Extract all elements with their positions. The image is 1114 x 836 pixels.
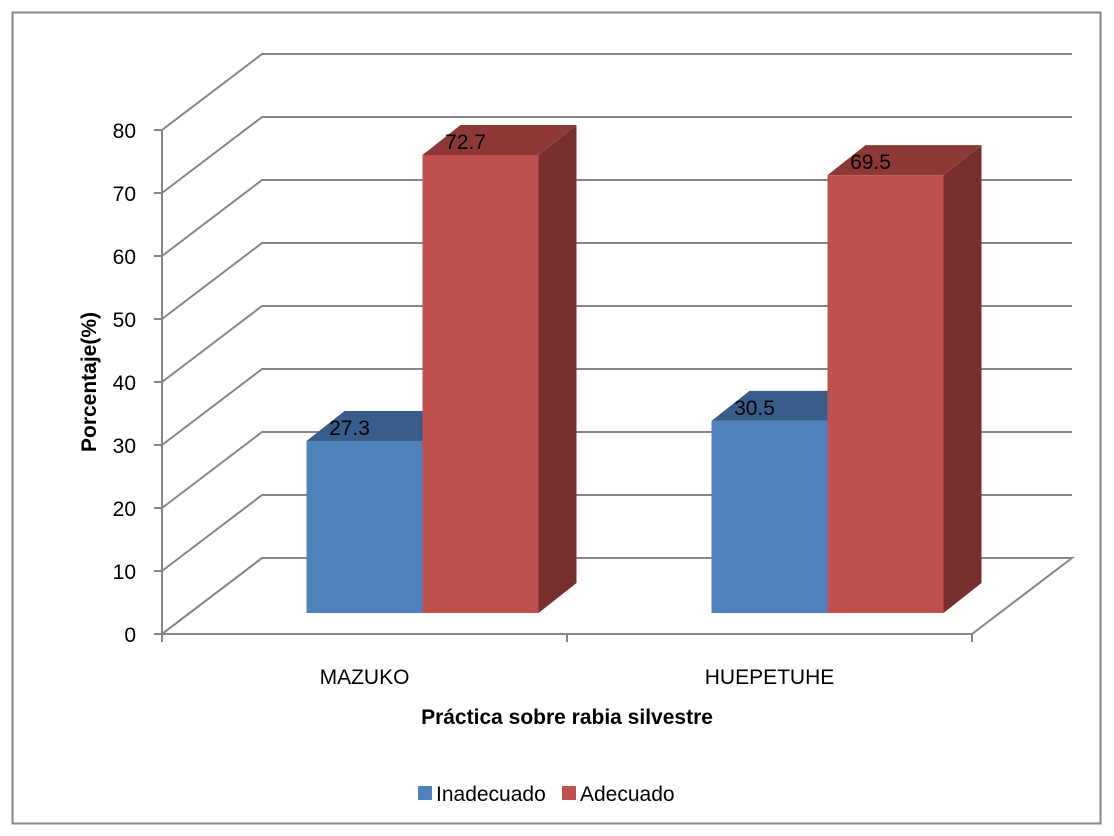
gridline xyxy=(161,305,1072,383)
bar-top xyxy=(306,411,461,442)
x-axis-title: Práctica sobre rabia silvestre xyxy=(421,706,713,729)
legend-swatch xyxy=(418,786,432,800)
data-labels: 27.3 72.7 30.5 69.5 xyxy=(329,131,891,440)
legend-label: Adecuado xyxy=(580,783,675,806)
data-label: 69.5 xyxy=(850,151,891,174)
y-tick-label: 30 xyxy=(113,435,136,458)
bar-top xyxy=(827,145,982,176)
legend-label: Inadecuado xyxy=(436,783,546,806)
y-tick-label: 40 xyxy=(113,372,136,395)
y-tick-label: 70 xyxy=(113,183,136,206)
y-tick-label: 80 xyxy=(113,120,136,143)
data-label: 27.3 xyxy=(329,417,370,440)
gridline xyxy=(161,179,1072,257)
bar-top xyxy=(711,390,866,421)
gridline xyxy=(161,53,1072,131)
x-tick-label: HUEPETUHE xyxy=(705,666,835,689)
x-axis: MAZUKO HUEPETUHE xyxy=(161,633,973,689)
bar-side xyxy=(538,124,577,614)
bar-side xyxy=(943,145,982,613)
gridline xyxy=(161,368,1072,446)
data-label: 30.5 xyxy=(734,397,775,420)
x-tick-label: MAZUKO xyxy=(320,666,410,689)
bar-top xyxy=(422,124,577,155)
y-axis-title: Porcentaje(%) xyxy=(78,312,101,452)
y-tick-label: 60 xyxy=(113,246,136,269)
bar xyxy=(827,175,944,613)
gridline xyxy=(161,242,1072,320)
legend: Inadecuado Adecuado xyxy=(418,783,675,806)
gridline xyxy=(161,116,1072,194)
y-axis: 0 10 20 30 40 50 60 70 80 xyxy=(113,120,163,647)
bar xyxy=(306,441,423,613)
bar xyxy=(422,154,539,614)
bar xyxy=(711,420,828,613)
y-tick-label: 20 xyxy=(113,498,136,521)
bars xyxy=(306,124,982,614)
data-label: 72.7 xyxy=(445,131,486,154)
y-tick-label: 50 xyxy=(113,309,136,332)
legend-swatch xyxy=(562,786,576,800)
y-tick-label: 0 xyxy=(124,624,136,647)
y-tick-label: 10 xyxy=(113,561,136,584)
